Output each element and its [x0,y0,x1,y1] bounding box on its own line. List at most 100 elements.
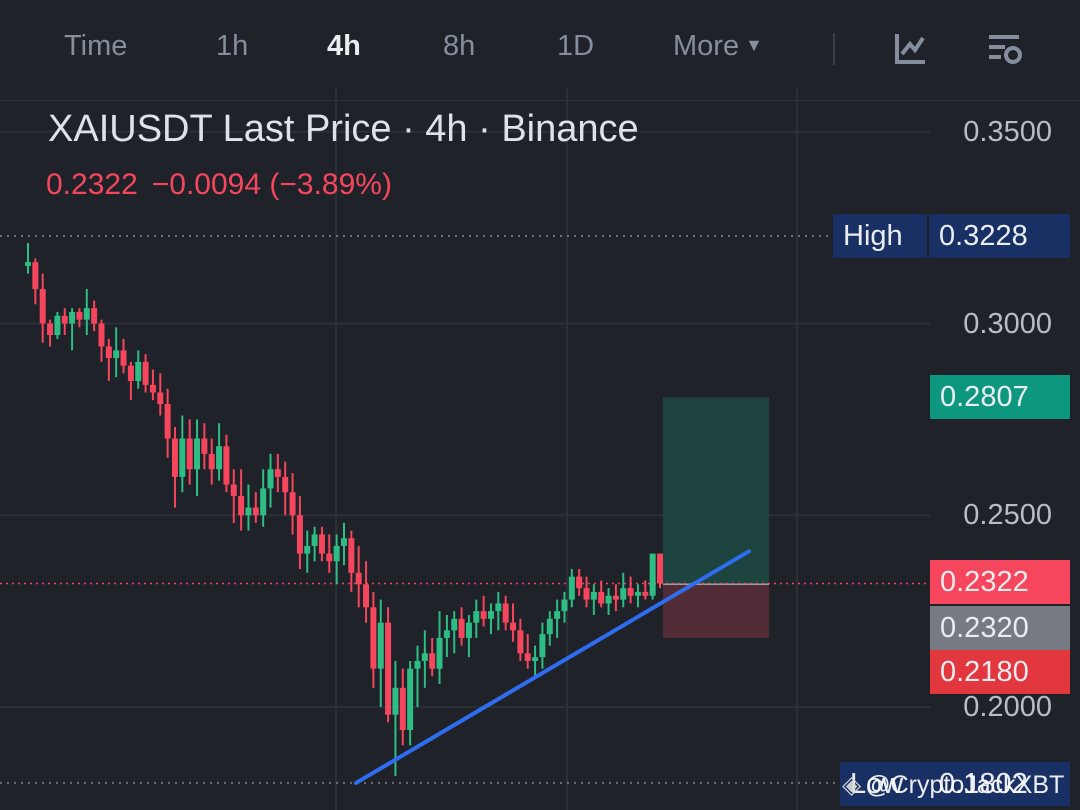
high-badge-value: 0.3228 [929,214,1070,258]
more-dropdown[interactable]: More ▼ [673,30,763,63]
candle-body [341,538,347,546]
low-badge-label: Low [840,762,938,806]
trendline [354,549,751,785]
candle-body [333,545,340,562]
binance-logo-icon: ◈ [842,771,862,799]
candle-body [142,361,149,385]
candle-body [649,553,656,596]
candle-body [429,653,436,669]
candle-body [355,572,362,585]
candle-body [238,496,245,516]
last-price-tag: 0.2322 [930,560,1070,604]
tab-time[interactable]: Time [64,30,128,62]
tab-1h[interactable]: 1h [216,30,249,62]
candle-body [171,438,178,477]
candle-body [620,588,627,600]
tab-4h[interactable]: 4h [327,30,361,62]
candle-body [98,323,105,347]
candle-body [510,622,517,631]
take-profit-zone [663,397,769,585]
candle-body [546,618,553,635]
high-badge-label: High [833,214,927,258]
axis-label-1: 0.3000 [963,308,1052,340]
candle-body [296,515,303,554]
candle-body [598,591,605,604]
candle-body [612,595,619,600]
candle-body [135,361,142,382]
candle-body [576,576,583,589]
chart-settings-icon[interactable] [987,30,1023,66]
change-pct: (−3.89%) [269,168,392,201]
toolbar-divider [833,33,835,65]
candle-body [451,618,458,631]
candle-body [495,603,502,612]
low-badge-value: 0.1802 [929,762,1070,806]
candle-body [260,488,267,516]
page-title: XAIUSDT Last Price · 4h · Binance [48,108,639,150]
candle-body [392,687,399,715]
candle-body [120,350,127,366]
candle-body [32,262,39,289]
candle-body [127,365,134,382]
candle-body [186,438,193,470]
candle-body [76,311,83,320]
timeframe-toolbar: Time 1h 4h 8h 1D More ▼ [0,0,1080,101]
candle-body [274,469,281,477]
candle-body [194,438,201,470]
axis-label-0: 0.3500 [963,116,1052,148]
candle-body [605,595,612,604]
candle-body [465,622,472,638]
candle-body [590,591,597,600]
candle-body [83,308,90,320]
axis-label-3: 0.2000 [963,691,1052,723]
axis-label-2: 0.2500 [963,499,1052,531]
candle-body [642,591,649,596]
tab-1d[interactable]: 1D [557,30,595,62]
candle-body [179,438,186,477]
candle-body [385,622,392,715]
candle-body [436,637,443,669]
entry-price-tag[interactable]: 0.2320 [930,606,1070,650]
watermark-text: @CryptoJackXBT [865,771,1065,799]
candle-body [208,453,215,470]
candle-body [113,350,120,359]
indicator-icon[interactable] [893,30,929,66]
candle-body [458,618,465,638]
candle-body [282,476,289,493]
price-change: 0.2322 −0.0094 (−3.89%) [46,168,392,202]
candle-body [480,611,487,619]
candle-body [216,446,223,470]
candle-body [201,438,208,454]
candle-body [377,622,384,669]
candle-body [39,288,46,324]
candle-body [311,534,318,546]
candle-body [318,534,325,554]
candle-body [304,545,311,554]
candle-body [539,634,546,658]
candle-body [326,553,333,562]
change-abs: −0.0094 [151,168,262,201]
candle-body [223,446,230,485]
candle-body [230,484,237,497]
take-profit-tag[interactable]: 0.2807 [930,375,1070,419]
caret-down-icon: ▼ [745,35,763,55]
candle-body [399,687,406,731]
stop-loss-tag[interactable]: 0.2180 [930,650,1070,694]
candle-body [91,308,98,324]
candle-body [524,653,531,661]
candle-body [267,469,274,489]
tab-8h[interactable]: 8h [443,30,476,62]
candle-body [363,584,370,608]
candle-body [517,630,524,654]
candle-body [407,668,414,731]
candle-body [54,315,61,336]
last-price: 0.2322 [46,168,138,201]
candle-body [164,404,171,439]
candle-body [657,553,663,584]
candle-body [487,611,494,619]
candle-body [69,311,76,324]
candle-body [502,603,509,623]
candle-body [105,346,112,359]
more-label: More [673,30,740,62]
